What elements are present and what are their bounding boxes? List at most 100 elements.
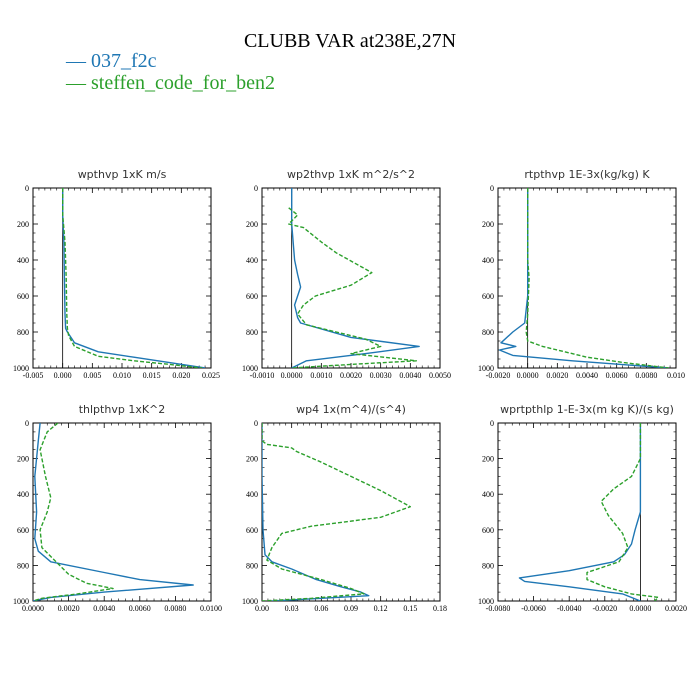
x-tick-label: 0.025 (202, 371, 220, 380)
y-tick-label: 1000 (478, 364, 494, 373)
plot-frame (497, 187, 677, 369)
plot-frame (32, 187, 212, 369)
series-line-1 (586, 423, 659, 601)
x-tick-label: 0.0000 (517, 371, 539, 380)
y-tick-label: 0 (490, 184, 494, 193)
x-tick-label: 0.0000 (629, 604, 651, 613)
x-tick-label: 0.0080 (635, 371, 657, 380)
panel-title: wp2thvp 1xK m^2/s^2 (287, 168, 415, 181)
y-tick-label: 600 (246, 292, 258, 301)
x-tick-label: 0.0100 (200, 604, 222, 613)
series-line-1 (33, 423, 114, 601)
x-tick-label: 0.010 (667, 371, 685, 380)
series-line-0 (262, 423, 370, 601)
series-line-1 (62, 188, 203, 368)
y-tick-label: 200 (17, 455, 29, 464)
page-title: CLUBB VAR at238E,27N (243, 30, 457, 52)
y-tick-label: 200 (482, 455, 494, 464)
series-line-1 (525, 188, 669, 368)
x-tick-label: 0.010 (113, 371, 131, 380)
x-tick-label: 0.18 (433, 604, 447, 613)
panel-3: thlpthvp 1xK^2 0.0000 0.0020 0.0040 0.0060 0.… (13, 403, 222, 613)
x-tick-label: 0.020 (172, 371, 190, 380)
y-tick-label: 200 (246, 220, 258, 229)
x-tick-label: 0.0040 (576, 371, 598, 380)
y-tick-label: 800 (482, 328, 494, 337)
x-tick-label: 0.000 (54, 371, 72, 380)
x-tick-label: 0.0040 (93, 604, 115, 613)
x-tick-label: 0.0060 (606, 371, 628, 380)
x-tick-label: 0.0050 (429, 371, 451, 380)
y-tick-label: 400 (482, 256, 494, 265)
y-tick-label: 800 (246, 561, 258, 570)
y-tick-label: 0 (25, 184, 29, 193)
x-tick-label: 0.0000 (281, 371, 303, 380)
x-tick-label: 0.09 (344, 604, 358, 613)
y-tick-label: 400 (246, 256, 258, 265)
series-line-0 (518, 423, 642, 601)
x-tick-label: -0.005 (23, 371, 44, 380)
x-tick-label: 0.0020 (546, 371, 568, 380)
legend-entry-steffen-code-for-ben2: — steffen_code_for_ben2 (66, 72, 276, 94)
y-tick-label: 1000 (13, 597, 29, 606)
series-line-1 (262, 423, 411, 601)
y-tick-label: 400 (17, 490, 29, 499)
panel-title: thlpthvp 1xK^2 (79, 403, 166, 416)
panel-0: wpthvp 1xK m/s -0.005 0.000 0.005 0.010 0.015… (13, 168, 220, 380)
x-tick-label: -0.0080 (486, 604, 511, 613)
y-tick-label: 0 (254, 184, 258, 193)
x-tick-label: 0.0020 (340, 371, 362, 380)
x-tick-label: -0.0060 (521, 604, 546, 613)
y-tick-label: 600 (482, 526, 494, 535)
x-tick-label: 0.0040 (399, 371, 421, 380)
y-tick-label: 800 (17, 561, 29, 570)
x-tick-label: 0.0010 (310, 371, 332, 380)
x-tick-label: 0.005 (83, 371, 101, 380)
y-tick-label: 600 (482, 292, 494, 301)
x-tick-label: 0.00 (255, 604, 269, 613)
y-tick-label: 800 (17, 328, 29, 337)
series-line-0 (62, 188, 206, 368)
y-tick-label: 400 (482, 490, 494, 499)
x-tick-label: 0.15 (403, 604, 417, 613)
legend-entry-037-f2c: — 037_f2c (66, 50, 157, 72)
x-tick-label: 0.0080 (164, 604, 186, 613)
panel-title: rtpthvp 1E-3x(kg/kg) K (524, 168, 650, 181)
y-tick-label: 1000 (242, 597, 258, 606)
y-tick-label: 1000 (13, 364, 29, 373)
x-tick-label: 0.015 (143, 371, 161, 380)
plot-frame (261, 422, 441, 602)
x-tick-label: -0.0040 (557, 604, 582, 613)
x-tick-label: 0.0030 (370, 371, 392, 380)
y-tick-label: 600 (17, 526, 29, 535)
y-tick-label: 800 (482, 561, 494, 570)
panel-5: wprtpthlp 1-E-3x(m kg K)/(s kg) -0.0080 -0… (478, 403, 687, 613)
panel-1: wp2thvp 1xK m^2/s^2 -0.0010 0.0000 0.0010 0.… (242, 168, 451, 380)
x-tick-label: -0.0010 (250, 371, 275, 380)
y-tick-label: 0 (25, 419, 29, 428)
plot-frame (261, 187, 441, 369)
x-tick-label: 0.0020 (665, 604, 687, 613)
series-line-1 (288, 207, 417, 368)
y-tick-label: 0 (490, 419, 494, 428)
x-tick-label: -0.0020 (592, 604, 617, 613)
y-tick-label: 400 (246, 490, 258, 499)
x-tick-label: -0.0020 (486, 371, 511, 380)
series-line-0 (291, 188, 420, 368)
plot-frame (32, 422, 212, 602)
panel-title: wp4 1x(m^4)/(s^4) (296, 403, 406, 416)
y-tick-label: 0 (254, 419, 258, 428)
series-line-0 (498, 188, 669, 368)
x-tick-label: 0.0020 (58, 604, 80, 613)
panel-title: wpthvp 1xK m/s (78, 168, 167, 181)
x-tick-label: 0.0000 (22, 604, 44, 613)
y-tick-label: 200 (246, 455, 258, 464)
y-tick-label: 200 (17, 220, 29, 229)
y-tick-label: 600 (17, 292, 29, 301)
y-tick-label: 1000 (478, 597, 494, 606)
series-line-0 (33, 423, 194, 601)
panel-2: rtpthvp 1E-3x(kg/kg) K -0.0020 0.0000 0.002… (478, 168, 685, 380)
x-tick-label: 0.12 (374, 604, 388, 613)
y-tick-label: 400 (17, 256, 29, 265)
y-tick-label: 200 (482, 220, 494, 229)
